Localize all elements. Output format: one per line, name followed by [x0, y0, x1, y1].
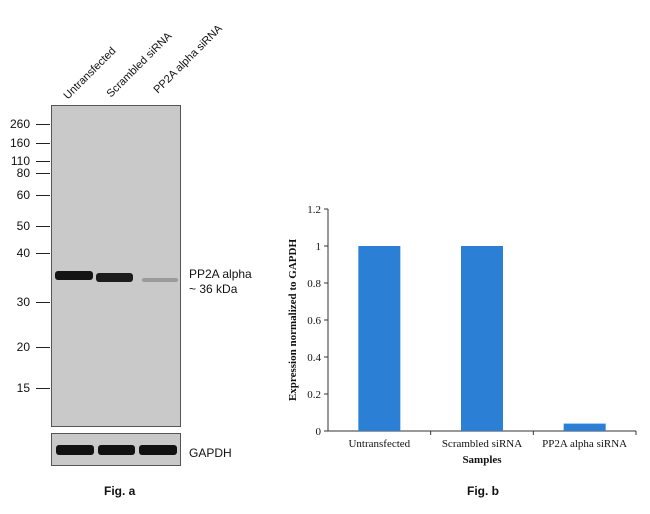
mw-tick — [36, 302, 50, 303]
mw-tick — [36, 195, 50, 196]
mw-marker-80: 80 — [16, 166, 30, 180]
mw-tick — [36, 253, 50, 254]
x-axis-title: Samples — [462, 454, 502, 466]
y-tick-label: 0.2 — [307, 389, 321, 401]
mw-marker-160: 160 — [9, 136, 30, 150]
band-pp2a-sirna — [142, 278, 178, 282]
target-size-label: ~ 36 kDa — [189, 282, 238, 296]
gapdh-band-untransfected — [56, 445, 94, 455]
y-tick-label: 0.6 — [307, 315, 321, 327]
mw-marker-110: 110 — [10, 154, 30, 168]
fig-a-caption: Fig. a — [104, 484, 136, 498]
y-tick-label: 1 — [316, 241, 322, 253]
y-tick-label: 1.2 — [307, 204, 321, 216]
band-untransfected — [55, 271, 93, 280]
bar-2 — [563, 423, 606, 431]
blot-membrane-target — [51, 105, 181, 427]
x-tick-label: Untransfected — [348, 438, 410, 450]
mw-tick — [36, 124, 50, 125]
mw-marker-30: 30 — [16, 295, 30, 309]
x-tick-label: PP2A alpha siRNA — [542, 438, 627, 450]
mw-marker-60: 60 — [16, 188, 30, 202]
bar-0 — [358, 246, 401, 431]
y-tick-label: 0 — [316, 426, 322, 438]
mw-tick — [36, 143, 50, 144]
band-scrambled — [96, 273, 133, 282]
bar-1 — [461, 246, 503, 431]
mw-marker-20: 20 — [16, 340, 30, 354]
mw-tick — [36, 226, 50, 227]
y-axis-title: Expression normalized to GAPDH — [287, 239, 299, 401]
blot-membrane-gapdh — [51, 433, 181, 466]
y-tick-label: 0.8 — [307, 278, 321, 290]
loading-control-label: GAPDH — [189, 446, 232, 460]
gapdh-band-pp2a-sirna — [139, 445, 177, 455]
mw-marker-15: 15 — [16, 381, 30, 395]
mw-tick — [36, 347, 50, 348]
y-tick-label: 0.4 — [307, 352, 321, 364]
target-label: PP2A alpha — [189, 267, 252, 281]
mw-tick — [36, 161, 50, 162]
x-tick-label: Scrambled siRNA — [442, 438, 522, 450]
mw-marker-50: 50 — [16, 219, 30, 233]
mw-marker-260: 260 — [9, 117, 30, 131]
mw-marker-40: 40 — [16, 246, 30, 260]
fig-b-caption: Fig. b — [467, 484, 499, 498]
gapdh-band-scrambled — [98, 445, 135, 455]
mw-tick — [36, 388, 50, 389]
mw-tick — [36, 173, 50, 174]
